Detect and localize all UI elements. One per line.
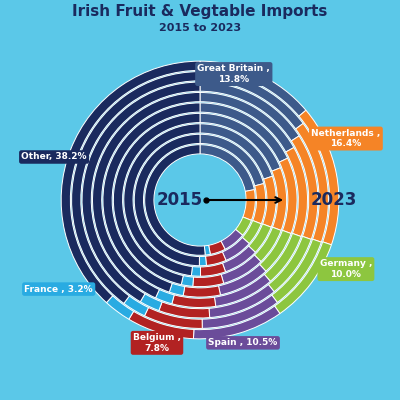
Wedge shape [140, 294, 162, 310]
Wedge shape [144, 308, 202, 328]
Text: Germany ,
10.0%: Germany , 10.0% [320, 260, 372, 279]
Wedge shape [200, 103, 288, 162]
Wedge shape [221, 255, 261, 283]
Wedge shape [222, 246, 255, 272]
Wedge shape [222, 238, 249, 260]
Wedge shape [172, 295, 216, 308]
Text: Great Britain ,
13.8%: Great Britain , 13.8% [198, 64, 270, 84]
Wedge shape [103, 103, 200, 292]
Wedge shape [202, 295, 277, 328]
Wedge shape [156, 290, 174, 304]
Text: Irish Fruit & Vegtable Imports: Irish Fruit & Vegtable Imports [72, 4, 328, 19]
Wedge shape [92, 92, 200, 298]
Wedge shape [268, 236, 311, 292]
Wedge shape [200, 72, 303, 129]
Wedge shape [264, 234, 301, 281]
Wedge shape [262, 176, 276, 227]
Wedge shape [286, 148, 308, 236]
Text: Other, 38.2%: Other, 38.2% [21, 152, 87, 162]
Wedge shape [145, 145, 205, 255]
Wedge shape [113, 113, 200, 284]
Wedge shape [242, 220, 261, 244]
Text: 2023: 2023 [310, 191, 357, 209]
Wedge shape [260, 230, 291, 271]
Text: 2015: 2015 [157, 191, 203, 209]
Wedge shape [243, 190, 255, 220]
Wedge shape [200, 145, 254, 191]
Wedge shape [296, 124, 328, 242]
Text: Spain , 10.5%: Spain , 10.5% [208, 338, 278, 347]
Wedge shape [199, 256, 206, 266]
Text: France , 3.2%: France , 3.2% [24, 284, 93, 294]
Circle shape [156, 156, 244, 244]
Wedge shape [82, 82, 200, 302]
Wedge shape [106, 296, 134, 319]
Text: 2015 to 2023: 2015 to 2023 [159, 22, 241, 32]
Wedge shape [124, 296, 148, 316]
Wedge shape [72, 72, 200, 303]
Wedge shape [221, 229, 243, 249]
Text: Belgium ,
7.8%: Belgium , 7.8% [133, 333, 181, 352]
Wedge shape [200, 113, 280, 171]
Wedge shape [181, 276, 194, 286]
Wedge shape [200, 82, 299, 141]
Wedge shape [200, 124, 272, 179]
Wedge shape [272, 239, 321, 302]
Wedge shape [253, 184, 266, 224]
Wedge shape [200, 134, 264, 186]
Wedge shape [214, 274, 270, 306]
Wedge shape [272, 168, 287, 230]
Wedge shape [129, 311, 194, 339]
Wedge shape [204, 245, 210, 255]
Wedge shape [206, 252, 226, 266]
Wedge shape [200, 92, 294, 152]
Wedge shape [218, 264, 266, 295]
Wedge shape [254, 227, 281, 262]
Text: Netherlands ,
16.4%: Netherlands , 16.4% [311, 129, 380, 148]
Wedge shape [279, 158, 297, 234]
Wedge shape [194, 306, 280, 339]
Wedge shape [61, 61, 200, 303]
Wedge shape [159, 302, 210, 318]
Wedge shape [134, 134, 200, 266]
Wedge shape [169, 283, 185, 296]
Wedge shape [275, 242, 332, 314]
Wedge shape [236, 217, 252, 235]
Wedge shape [124, 124, 200, 276]
Wedge shape [291, 136, 318, 240]
Wedge shape [200, 263, 226, 276]
Wedge shape [200, 61, 306, 116]
Wedge shape [209, 241, 225, 254]
Wedge shape [193, 274, 224, 287]
Wedge shape [183, 286, 220, 297]
Wedge shape [191, 266, 200, 276]
Wedge shape [249, 224, 271, 252]
Wedge shape [209, 284, 274, 318]
Wedge shape [299, 110, 339, 245]
